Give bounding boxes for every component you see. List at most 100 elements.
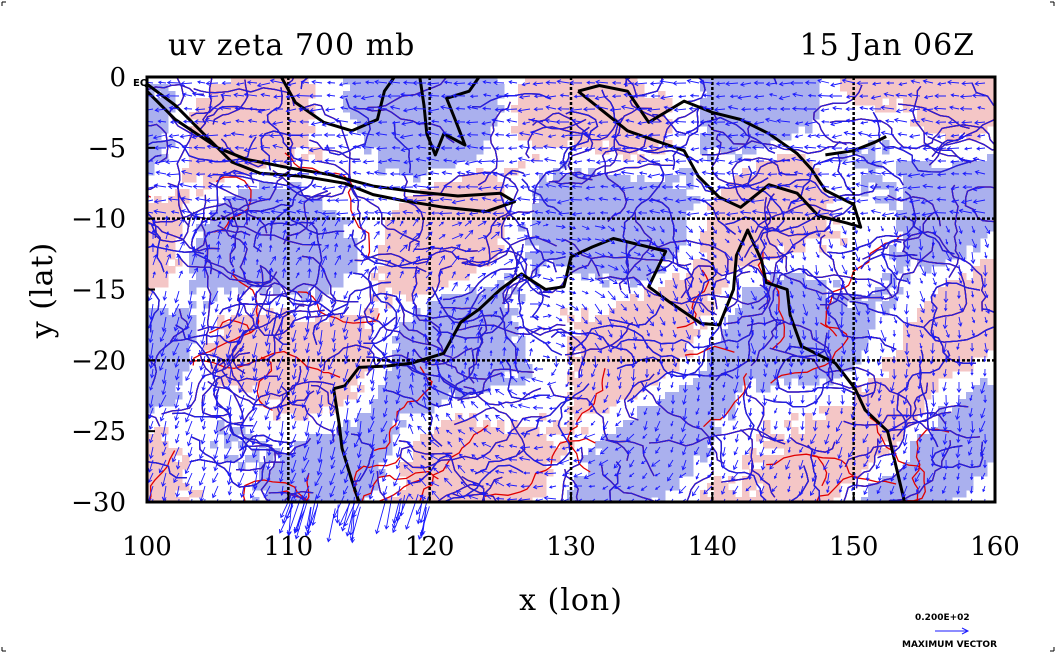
negative-fill-cell: [525, 364, 533, 372]
positive-fill-cell: [315, 343, 323, 351]
negative-fill-cell: [672, 245, 680, 253]
negative-fill-cell: [651, 455, 659, 463]
positive-fill-cell: [616, 378, 624, 386]
negative-fill-cell: [728, 140, 736, 148]
positive-fill-cell: [714, 287, 722, 295]
negative-fill-cell: [210, 287, 218, 295]
positive-fill-cell: [259, 154, 267, 162]
negative-fill-cell: [777, 343, 785, 351]
positive-fill-cell: [392, 266, 400, 274]
negative-fill-cell: [889, 483, 897, 491]
negative-fill-cell: [616, 182, 624, 190]
negative-fill-cell: [714, 140, 722, 148]
negative-fill-cell: [294, 448, 302, 456]
positive-fill-cell: [805, 441, 813, 449]
positive-fill-cell: [637, 371, 645, 379]
negative-fill-cell: [798, 301, 806, 309]
negative-fill-cell: [665, 189, 673, 197]
positive-fill-cell: [476, 189, 484, 197]
positive-fill-cell: [798, 483, 806, 491]
positive-fill-cell: [245, 322, 253, 330]
negative-fill-cell: [413, 98, 421, 106]
positive-fill-cell: [238, 140, 246, 148]
positive-fill-cell: [245, 77, 253, 85]
negative-fill-cell: [161, 154, 169, 162]
positive-fill-cell: [217, 84, 225, 92]
negative-fill-cell: [791, 84, 799, 92]
positive-fill-cell: [693, 273, 701, 281]
negative-fill-cell: [889, 280, 897, 288]
negative-fill-cell: [924, 245, 932, 253]
negative-fill-cell: [952, 455, 960, 463]
positive-fill-cell: [574, 105, 582, 113]
negative-fill-cell: [427, 98, 435, 106]
negative-fill-cell: [924, 238, 932, 246]
negative-fill-cell: [490, 315, 498, 323]
positive-fill-cell: [714, 252, 722, 260]
negative-fill-cell: [525, 371, 533, 379]
positive-fill-cell: [980, 112, 988, 120]
positive-fill-cell: [539, 133, 547, 141]
positive-fill-cell: [938, 308, 946, 316]
positive-fill-cell: [749, 469, 757, 477]
negative-fill-cell: [861, 308, 869, 316]
positive-fill-cell: [581, 126, 589, 134]
negative-fill-cell: [903, 210, 911, 218]
negative-fill-cell: [371, 399, 379, 407]
negative-fill-cell: [252, 203, 260, 211]
negative-fill-cell: [910, 469, 918, 477]
negative-fill-cell: [980, 448, 988, 456]
negative-fill-cell: [721, 336, 729, 344]
negative-fill-cell: [476, 126, 484, 134]
negative-fill-cell: [749, 140, 757, 148]
positive-fill-cell: [329, 315, 337, 323]
positive-fill-cell: [924, 392, 932, 400]
negative-fill-cell: [672, 231, 680, 239]
negative-fill-cell: [357, 91, 365, 99]
negative-fill-cell: [280, 210, 288, 218]
negative-fill-cell: [644, 448, 652, 456]
positive-fill-cell: [805, 462, 813, 470]
negative-fill-cell: [910, 455, 918, 463]
positive-fill-cell: [266, 385, 274, 393]
positive-fill-cell: [798, 182, 806, 190]
negative-fill-cell: [217, 252, 225, 260]
negative-fill-cell: [805, 308, 813, 316]
negative-fill-cell: [952, 448, 960, 456]
negative-fill-cell: [441, 147, 449, 155]
positive-fill-cell: [161, 238, 169, 246]
negative-fill-cell: [546, 210, 554, 218]
positive-fill-cell: [882, 84, 890, 92]
negative-fill-cell: [168, 364, 176, 372]
positive-fill-cell: [406, 469, 414, 477]
negative-fill-cell: [189, 336, 197, 344]
negative-fill-cell: [973, 385, 981, 393]
negative-fill-cell: [805, 119, 813, 127]
negative-fill-cell: [651, 217, 659, 225]
negative-fill-cell: [399, 350, 407, 358]
positive-fill-cell: [210, 154, 218, 162]
positive-fill-cell: [623, 119, 631, 127]
negative-fill-cell: [154, 385, 162, 393]
positive-fill-cell: [973, 322, 981, 330]
negative-fill-cell: [728, 84, 736, 92]
negative-fill-cell: [455, 77, 463, 85]
positive-fill-cell: [287, 406, 295, 414]
positive-fill-cell: [497, 231, 505, 239]
negative-fill-cell: [924, 175, 932, 183]
negative-fill-cell: [644, 252, 652, 260]
positive-fill-cell: [539, 476, 547, 484]
negative-fill-cell: [749, 287, 757, 295]
negative-fill-cell: [182, 350, 190, 358]
negative-fill-cell: [462, 119, 470, 127]
positive-fill-cell: [273, 343, 281, 351]
negative-fill-cell: [952, 469, 960, 477]
positive-fill-cell: [147, 448, 155, 456]
negative-fill-cell: [175, 371, 183, 379]
positive-fill-cell: [581, 84, 589, 92]
negative-fill-cell: [469, 154, 477, 162]
negative-fill-cell: [371, 469, 379, 477]
positive-fill-cell: [980, 259, 988, 267]
negative-fill-cell: [364, 448, 372, 456]
negative-fill-cell: [259, 238, 267, 246]
